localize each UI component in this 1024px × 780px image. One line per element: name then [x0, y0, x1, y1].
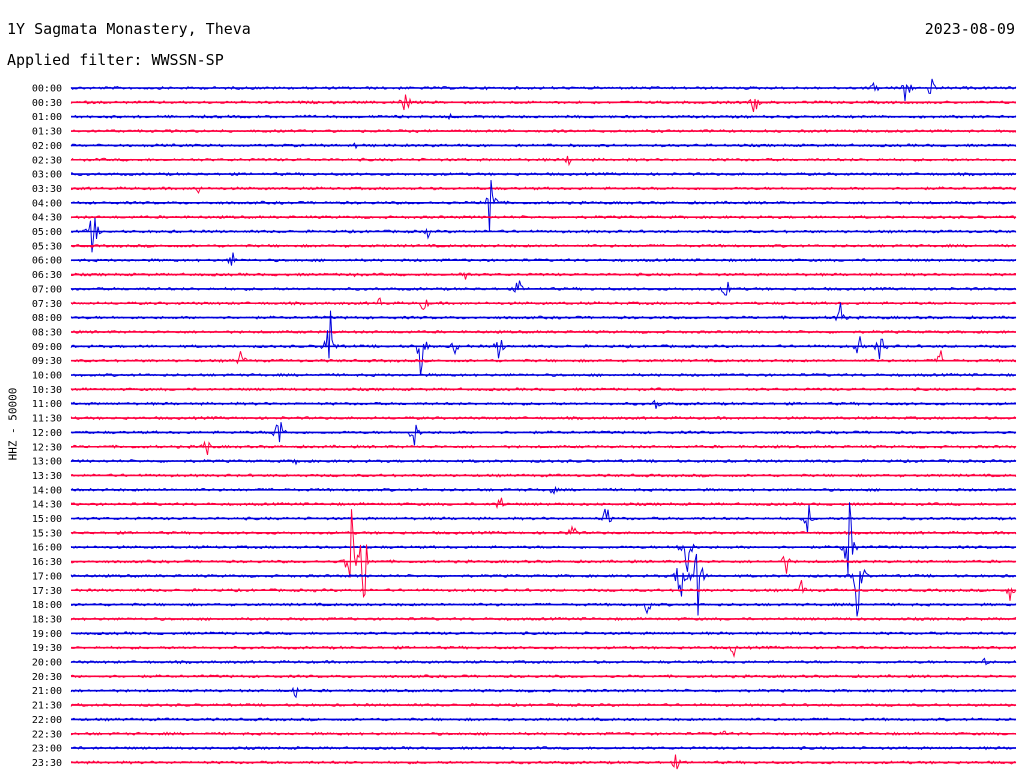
time-tick-label: 07:30 — [32, 299, 62, 310]
trace-row — [70, 94, 1017, 113]
time-tick-label: 03:30 — [32, 184, 62, 195]
time-tick-label: 09:30 — [32, 356, 62, 367]
time-tick-label: 00:30 — [32, 98, 62, 109]
trace-row — [70, 502, 1017, 575]
time-tick-label: 04:30 — [32, 213, 62, 224]
time-tick-label: 23:30 — [32, 758, 62, 769]
time-tick-label: 07:00 — [32, 284, 62, 295]
trace-row — [70, 218, 1017, 253]
trace-row — [70, 252, 1017, 266]
time-tick-label: 05:00 — [32, 227, 62, 238]
time-tick-label: 19:30 — [32, 643, 62, 654]
time-tick-label: 01:30 — [32, 127, 62, 138]
time-tick-label: 23:00 — [32, 744, 62, 755]
trace-row — [70, 78, 1017, 101]
trace-group — [70, 78, 1017, 770]
trace-row — [70, 310, 1017, 376]
trace-row — [70, 440, 1017, 456]
time-tick-label: 22:00 — [32, 715, 62, 726]
time-tick-label: 02:00 — [32, 141, 62, 152]
filter-label: Applied filter: WWSSN-SP — [7, 51, 224, 69]
time-tick-label: 04:00 — [32, 198, 62, 209]
station-title: 1Y Sagmata Monastery, Theva — [7, 20, 251, 38]
time-tick-label: 20:30 — [32, 672, 62, 683]
time-tick-label: 11:00 — [32, 399, 62, 410]
time-tick-label: 08:30 — [32, 327, 62, 338]
time-tick-label: 13:30 — [32, 471, 62, 482]
time-tick-label: 09:00 — [32, 342, 62, 353]
trace-row — [70, 509, 1017, 599]
time-tick-label: 06:30 — [32, 270, 62, 281]
time-tick-label: 06:00 — [32, 256, 62, 267]
time-tick-label: 19:00 — [32, 629, 62, 640]
trace-row — [70, 553, 1017, 617]
trace-row — [70, 686, 1017, 699]
time-tick-label: 01:00 — [32, 112, 62, 123]
time-tick-label: 20:00 — [32, 658, 62, 669]
record-date: 2023-08-09 — [924, 20, 1015, 38]
time-tick-label: 11:30 — [32, 414, 62, 425]
time-tick-label: 12:30 — [32, 442, 62, 453]
time-tick-label: 15:30 — [32, 528, 62, 539]
time-tick-label: 21:00 — [32, 686, 62, 697]
time-tick-label: 05:30 — [32, 241, 62, 252]
trace-row — [70, 473, 1017, 478]
time-tick-label: 17:30 — [32, 586, 62, 597]
time-tick-label: 16:00 — [32, 543, 62, 554]
time-tick-label: 15:00 — [32, 514, 62, 525]
trace-row — [70, 497, 1017, 510]
trace-row — [70, 657, 1017, 666]
time-tick-label: 12:00 — [32, 428, 62, 439]
time-tick-label: 17:00 — [32, 571, 62, 582]
time-tick-label: 13:00 — [32, 457, 62, 468]
time-tick-label: 21:30 — [32, 701, 62, 712]
trace-row — [70, 297, 1017, 311]
time-tick-label: 00:00 — [32, 84, 62, 95]
time-tick-label: 18:00 — [32, 600, 62, 611]
time-tick-label: 14:00 — [32, 485, 62, 496]
trace-row — [70, 422, 1017, 446]
time-tick-label: 02:30 — [32, 155, 62, 166]
time-tick-label: 10:00 — [32, 371, 62, 382]
time-tick-label: 10:30 — [32, 385, 62, 396]
time-tick-label: 16:30 — [32, 557, 62, 568]
time-tick-label: 22:30 — [32, 729, 62, 740]
time-tick-label: 08:00 — [32, 313, 62, 324]
trace-row — [70, 280, 1017, 296]
time-tick-label: 03:00 — [32, 170, 62, 181]
trace-row — [70, 525, 1017, 536]
time-tick-label: 18:30 — [32, 614, 62, 625]
time-tick-label: 14:30 — [32, 500, 62, 511]
trace-row — [70, 399, 1017, 409]
time-tick-group: 00:00 00:30 01:00 01:30 02:00 02:30 03:00 03:30… — [32, 84, 62, 769]
